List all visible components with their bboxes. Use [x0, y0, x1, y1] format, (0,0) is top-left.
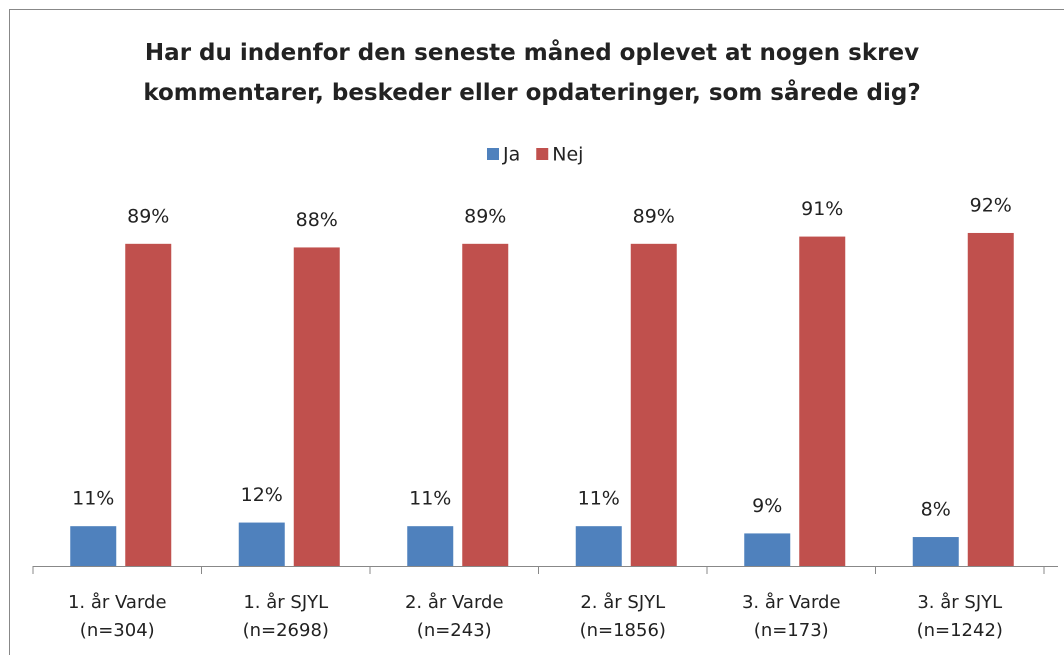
value-label: 12% [241, 484, 283, 506]
bar [630, 243, 677, 566]
x-tick-label: 1. år Varde (n=304) [67, 592, 167, 641]
legend-label: Nej [552, 144, 583, 166]
bar [125, 243, 172, 566]
bar [407, 526, 454, 566]
value-label: 9% [752, 495, 782, 517]
x-tick-label: 2. år SJYL (n=1856) [579, 592, 666, 641]
bar [293, 247, 340, 566]
bar [744, 533, 791, 566]
bar [912, 537, 959, 566]
legend-swatch [487, 148, 499, 160]
value-label: 89% [127, 205, 169, 227]
value-label: 89% [464, 205, 506, 227]
value-label: 11% [409, 488, 451, 510]
value-label: 92% [970, 194, 1012, 216]
legend-swatch [536, 148, 549, 160]
x-tick-label: 2. år Varde (n=243) [404, 592, 504, 641]
value-label: 88% [296, 209, 338, 231]
x-tick-label: 1. år SJYL (n=2698) [242, 592, 329, 641]
bar [238, 522, 285, 566]
bar [462, 243, 509, 566]
legend-label: Ja [502, 144, 520, 166]
value-label: 91% [801, 198, 843, 220]
bar [70, 526, 117, 566]
x-tick-label: 3. år Varde (n=173) [741, 592, 841, 641]
value-label: 8% [921, 499, 951, 521]
value-label: 11% [72, 488, 114, 510]
bar [799, 236, 846, 566]
chart-border [9, 9, 1064, 655]
value-label: 89% [633, 205, 675, 227]
bar [967, 232, 1014, 566]
bar [575, 526, 622, 566]
x-tick-label: 3. år SJYL (n=1242) [916, 592, 1003, 641]
chart-title: Har du indenfor den seneste måned opleve… [143, 40, 921, 106]
value-label: 11% [578, 488, 620, 510]
